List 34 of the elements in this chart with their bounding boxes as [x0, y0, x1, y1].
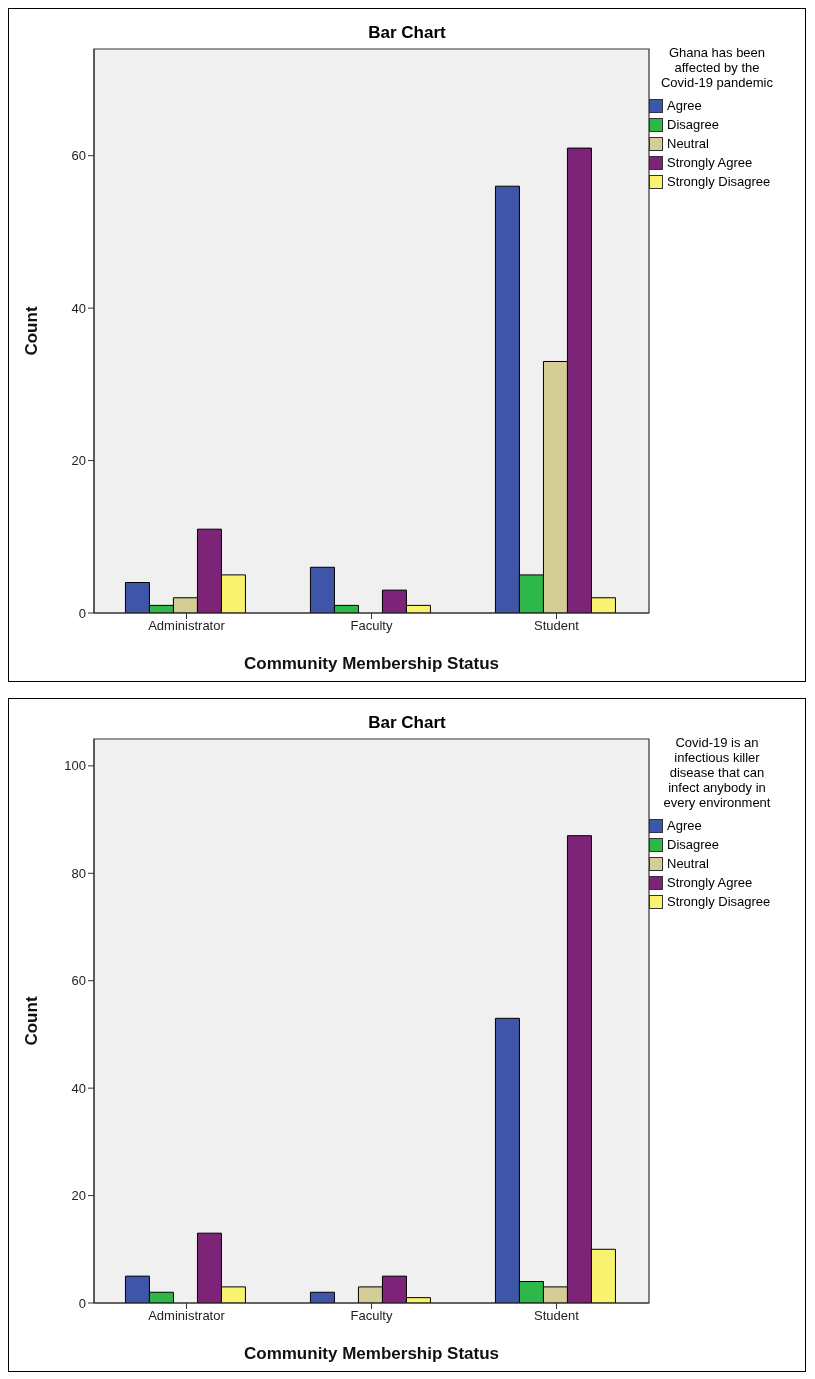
legend-label: Agree: [667, 98, 702, 113]
y-tick-label: 0: [78, 605, 86, 621]
x-tick-label: Student: [534, 618, 580, 634]
y-tick-label: 80: [71, 865, 86, 881]
legend-label: Strongly Disagree: [667, 894, 771, 909]
y-tick-label: 20: [71, 453, 86, 469]
legend-label: Agree: [667, 818, 702, 833]
x-tick-label: Administrator: [148, 1308, 226, 1324]
legend-label: Disagree: [667, 837, 720, 852]
y-tick-label: 20: [71, 1188, 86, 1204]
x-tick-label: Faculty: [350, 618, 393, 634]
chart-title: Bar Chart: [367, 23, 447, 43]
legend-title: Covid-19 is an infectious killer disease that can infect anybody in every environment: [662, 735, 772, 810]
legend-label: Neutral: [667, 136, 709, 151]
x-tick-label: Faculty: [350, 1308, 393, 1324]
legend-label: Disagree: [667, 117, 720, 132]
y-tick-label: 0: [78, 1295, 86, 1311]
y-tick-label: 100: [64, 758, 86, 774]
x-axis-title: Community Membership Status: [243, 1344, 500, 1363]
y-tick-label: 40: [71, 300, 86, 316]
y-tick-label: 60: [71, 973, 86, 989]
legend-label: Strongly Disagree: [667, 174, 771, 189]
legend-label: Strongly Agree: [667, 875, 753, 890]
x-tick-label: Administrator: [148, 618, 226, 634]
legend-label: Strongly Agree: [667, 155, 753, 170]
y-axis-title: Count: [22, 306, 42, 356]
chart-title: Bar Chart: [367, 713, 447, 733]
legend-label: Neutral: [667, 856, 709, 871]
y-axis-title: Count: [22, 996, 42, 1046]
x-tick-label: Student: [534, 1308, 580, 1324]
y-tick-label: 60: [71, 148, 86, 164]
y-tick-label: 40: [71, 1080, 86, 1096]
x-axis-title: Community Membership Status: [243, 654, 500, 673]
legend-title: Ghana has been affected by the Covid-19 pandemic: [660, 45, 774, 90]
